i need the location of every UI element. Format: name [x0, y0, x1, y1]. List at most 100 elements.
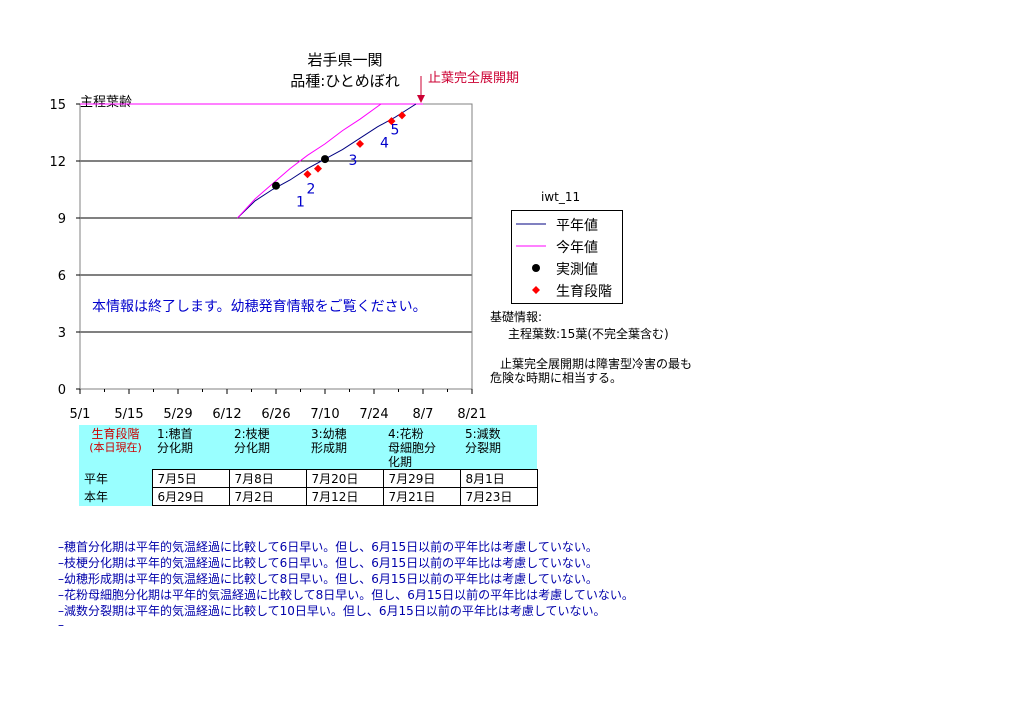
- table-cell: 6月29日: [151, 487, 230, 506]
- table-header-row: 生育段階 (本日現在) 1:穂首 分化期 2:枝梗 分化期 3:幼穂 形成期 4:花粉…: [79, 425, 537, 470]
- stage-header-4: 4:花粉 母細胞分 化期: [383, 425, 460, 470]
- this-year-line: [237, 103, 382, 219]
- growth-stage-point: [356, 139, 364, 148]
- stage-header-line: 5:減数: [465, 427, 501, 441]
- stage-header-line: 分化期: [157, 441, 194, 455]
- table-row: 平年 7月5日 7月8日 7月20日 7月29日 8月1日: [79, 469, 538, 488]
- stage-header-line: 化期: [388, 455, 413, 469]
- growth-stage-point: [303, 170, 312, 179]
- x-tick-label: 6/26: [261, 407, 290, 422]
- stage-header-line: 形成期: [311, 441, 348, 455]
- growth-stage-point: [387, 117, 396, 126]
- legend-item-this-year: 今年値: [512, 235, 622, 257]
- row-label: 本年: [79, 487, 152, 506]
- y-tick-label: 12: [49, 155, 66, 170]
- table-cell: 7月2日: [228, 487, 307, 506]
- marker-layer: [272, 111, 406, 190]
- info-heading: 基礎情報:: [490, 310, 543, 324]
- x-tick-label: 7/10: [310, 407, 339, 422]
- note-line: –枝梗分化期は平年的気温経過に比較して6日早い。但し、6月15日以前の平年比は考…: [58, 556, 598, 570]
- stage-header-5: 5:減数 分裂期: [460, 425, 537, 470]
- note-text: 減数分裂期は平年的気温経過に比較して10日早い。但し、6月15日以前の平年比は考…: [64, 604, 606, 618]
- stage-header-line: 分裂期: [465, 441, 502, 455]
- legend-label: 生育段階: [556, 284, 612, 300]
- table-row: 本年 6月29日 7月2日 7月12日 7月21日 7月23日: [79, 487, 538, 506]
- chart-title: 岩手県一関: [307, 51, 383, 69]
- note-text: 幼穂形成期は平年的気温経過に比較して8日早い。但し、6月15日以前の平年比は考慮…: [64, 572, 598, 586]
- growth-stage-point: [398, 111, 406, 120]
- note-line: –花粉母細胞分化期は平年的気温経過に比較して8日早い。但し、6月15日以前の平年…: [58, 588, 634, 602]
- measured-point: [272, 181, 280, 190]
- legend-item-measured: 実測値: [512, 257, 622, 279]
- y-tick-label: 9: [58, 212, 66, 227]
- table-header-label: 生育段階 (本日現在): [79, 425, 152, 470]
- legend-label: 今年値: [556, 240, 598, 256]
- legend-title: iwt_11: [541, 190, 581, 204]
- header-label: 生育段階: [91, 427, 140, 441]
- x-tick-label: 8/21: [457, 407, 486, 422]
- table-cell: 7月20日: [305, 469, 384, 488]
- stage-number-label: 2: [307, 181, 316, 197]
- stage-number-label: 1: [296, 195, 305, 211]
- stage-header-line: 1:穂首: [157, 427, 193, 441]
- note-line: –穂首分化期は平年的気温経過に比較して6日早い。但し、6月15日以前の平年比は考…: [58, 540, 598, 554]
- legend-item-normal: 平年値: [512, 213, 622, 235]
- y-axis-label: 主程葉齢: [80, 95, 133, 110]
- stage-header-line: 分化期: [234, 441, 271, 455]
- x-tick-label: 7/24: [359, 407, 388, 422]
- note-text: 枝梗分化期は平年的気温経過に比較して6日早い。但し、6月15日以前の平年比は考慮…: [64, 556, 598, 570]
- stage-number-label: 5: [391, 122, 400, 138]
- stage-header-3: 3:幼穂 形成期: [306, 425, 383, 470]
- annotation-layer: 12 3 45: [296, 76, 425, 211]
- legend-circle-marker: [532, 264, 540, 272]
- table-cell: 7月21日: [382, 487, 461, 506]
- legend-label: 平年値: [556, 218, 598, 234]
- note-line: –減数分裂期は平年的気温経過に比較して10日早い。但し、6月15日以前の平年比は…: [58, 604, 606, 618]
- legend-label: 実測値: [556, 262, 598, 278]
- chart-subtitle: 品種:ひとめぼれ: [290, 72, 400, 90]
- table-cell: 7月29日: [382, 469, 461, 488]
- table-cell: 7月23日: [459, 487, 538, 506]
- legend: 平年値 今年値 実測値 生育段階: [511, 210, 623, 304]
- table-cell: 7月8日: [228, 469, 307, 488]
- x-tick-label: 5/29: [163, 407, 192, 422]
- info-leaf-count: 主程葉数:15葉(不完全葉含む): [508, 327, 669, 341]
- x-tick-label: 8/7: [413, 407, 434, 422]
- stage-header-2: 2:枝梗 分化期: [229, 425, 306, 470]
- legend-diamond-marker: [532, 286, 540, 294]
- y-tick-label: 15: [49, 98, 66, 113]
- stage-number-label: 3: [349, 153, 358, 169]
- y-tick-label: 6: [58, 269, 66, 284]
- note-line-empty: –: [58, 618, 64, 632]
- annotation-label: 止葉完全展開期: [428, 71, 520, 86]
- stage-header-line: 2:枝梗: [234, 427, 270, 441]
- table-cell: 7月12日: [305, 487, 384, 506]
- info-note-line1: 止葉完全展開期は障害型冷害の最も: [500, 357, 693, 371]
- info-note-line2: 危険な時期に相当する。: [490, 371, 623, 385]
- x-tick-label: 5/1: [70, 407, 91, 422]
- table-cell: 7月5日: [151, 469, 230, 488]
- legend-line-navy: [516, 223, 546, 225]
- stage-header-line: 3:幼穂: [311, 427, 347, 441]
- stage-header-line: 母細胞分: [388, 441, 437, 455]
- y-tick-label: 0: [58, 383, 66, 398]
- growth-stage-point: [314, 164, 322, 173]
- measured-point: [321, 155, 329, 164]
- notice-text: 本情報は終了します。幼穂発育情報をご覧ください。: [92, 299, 427, 315]
- table-cell: 8月1日: [459, 469, 538, 488]
- row-label: 平年: [79, 469, 152, 488]
- header-sublabel: (本日現在): [89, 441, 142, 454]
- stage-header-line: 4:花粉: [388, 427, 424, 441]
- annotation-arrow-head: [417, 95, 425, 103]
- y-tick-label: 3: [58, 326, 66, 341]
- note-line: –幼穂形成期は平年的気温経過に比較して8日早い。但し、6月15日以前の平年比は考…: [58, 572, 598, 586]
- legend-item-growth-stage: 生育段階: [512, 279, 622, 301]
- grid-layer: [80, 160, 472, 333]
- legend-line-magenta: [516, 245, 546, 247]
- plot-area-frame: [79, 103, 473, 390]
- x-tick-label: 6/12: [212, 407, 241, 422]
- stage-header-1: 1:穂首 分化期: [152, 425, 229, 470]
- note-text: 穂首分化期は平年的気温経過に比較して6日早い。但し、6月15日以前の平年比は考慮…: [64, 540, 598, 554]
